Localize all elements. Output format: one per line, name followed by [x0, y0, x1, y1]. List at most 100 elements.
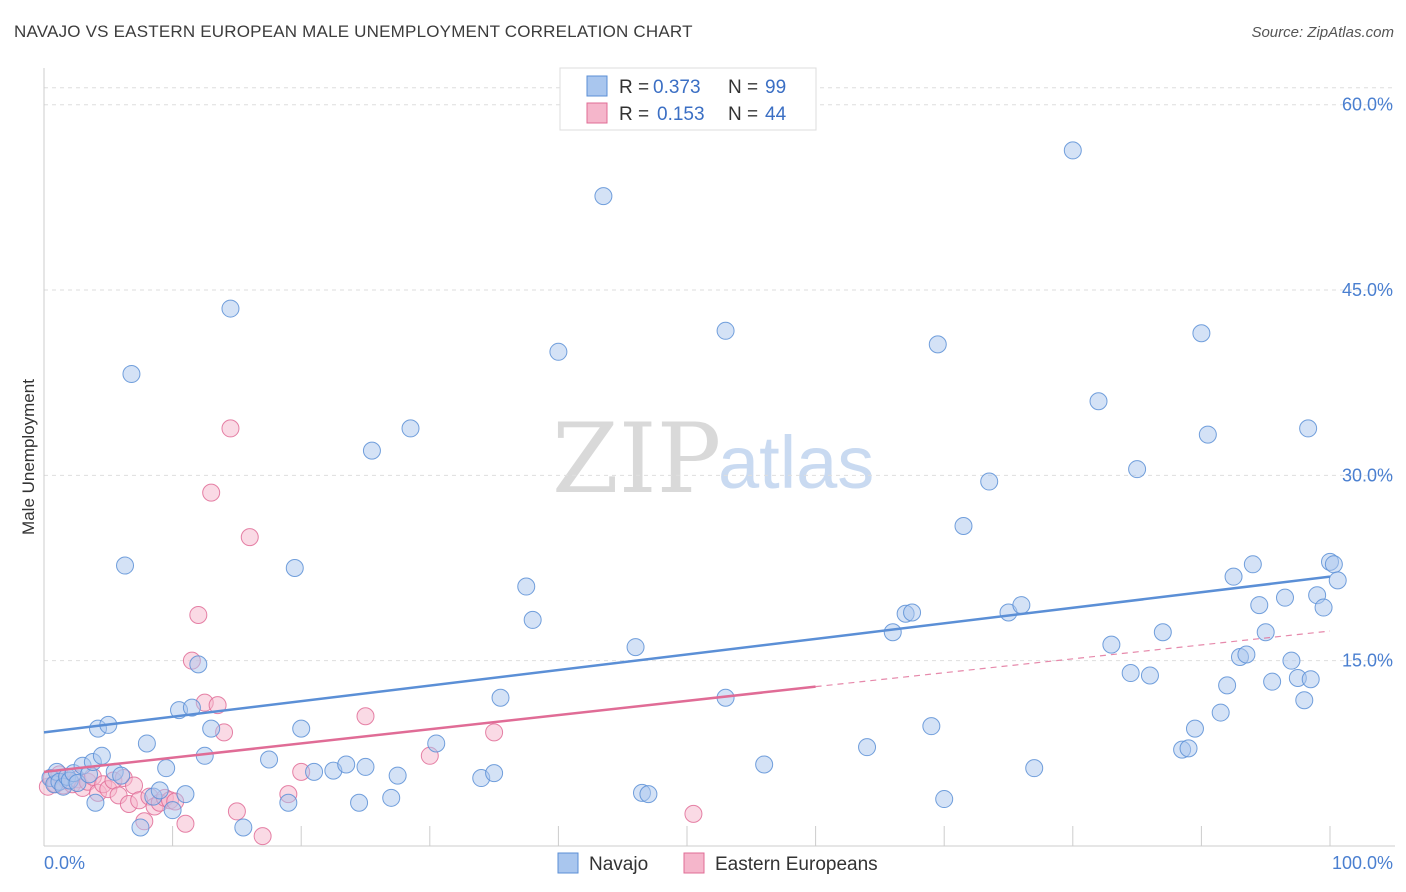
x-tick-labels: 0.0% 100.0%: [44, 853, 1393, 873]
legend-n-label-1: N =: [728, 104, 758, 125]
point-navajo-38: [305, 762, 324, 781]
y-axis-label: Male Unemployment: [19, 379, 38, 535]
point-navajo-92: [1256, 623, 1275, 642]
point-navajo-68: [954, 517, 973, 536]
legend-r-value-1: 0.153: [657, 104, 705, 125]
point-eastern-europeans-40: [356, 707, 375, 726]
point-navajo-21: [137, 734, 156, 753]
point-navajo-37: [292, 719, 311, 738]
data-points: [38, 141, 1347, 846]
point-navajo-104: [1299, 419, 1318, 438]
point-navajo-31: [202, 719, 221, 738]
point-navajo-60: [755, 755, 774, 774]
point-navajo-69: [980, 472, 999, 491]
source-credit: Source: ZipAtlas.com: [1251, 24, 1394, 41]
point-navajo-42: [356, 757, 375, 776]
y-tick-label-2: 45.0%: [1342, 280, 1393, 300]
point-navajo-84: [1198, 425, 1217, 444]
point-navajo-76: [1121, 664, 1140, 683]
point-navajo-61: [858, 738, 877, 757]
point-navajo-53: [549, 342, 568, 361]
point-navajo-43: [362, 441, 381, 460]
point-navajo-95: [1282, 651, 1301, 670]
point-navajo-19: [122, 365, 141, 384]
x-tick-label-1: 100.0%: [1332, 853, 1393, 873]
point-navajo-77: [1128, 460, 1147, 479]
grid: [44, 87, 1395, 662]
point-navajo-67: [935, 790, 954, 809]
point-navajo-78: [1140, 666, 1159, 685]
series-legend-swatch-navajo: [557, 852, 579, 874]
chart-title: NAVAJO VS EASTERN EUROPEAN MALE UNEMPLOY…: [14, 22, 693, 41]
point-navajo-62: [883, 623, 902, 642]
point-navajo-52: [523, 610, 542, 629]
point-navajo-23: [150, 781, 169, 800]
point-navajo-81: [1179, 739, 1198, 758]
point-eastern-europeans-43: [684, 804, 703, 823]
watermark-atlas: atlas: [718, 421, 874, 504]
point-eastern-europeans-36: [240, 528, 259, 547]
x-tick-label-0: 0.0%: [44, 853, 85, 873]
x-ticks: [172, 826, 1331, 846]
point-eastern-europeans-31: [202, 483, 221, 502]
point-navajo-47: [427, 734, 446, 753]
point-navajo-97: [1295, 691, 1314, 710]
point-navajo-49: [485, 764, 504, 783]
legend-r-label-1: R =: [619, 104, 649, 125]
legend-n-label-0: N =: [728, 77, 758, 98]
point-navajo-98: [1301, 670, 1320, 689]
trend-lines: [43, 575, 1331, 774]
point-eastern-europeans-34: [221, 419, 240, 438]
point-navajo-41: [350, 793, 369, 812]
point-navajo-35: [279, 793, 298, 812]
point-eastern-europeans-29: [189, 605, 208, 624]
point-navajo-72: [1025, 759, 1044, 778]
point-navajo-85: [1211, 703, 1230, 722]
point-navajo-29: [189, 655, 208, 674]
point-navajo-87: [1224, 567, 1243, 586]
y-tick-label-0: 15.0%: [1342, 651, 1393, 671]
point-navajo-45: [388, 766, 407, 785]
legend-r-label-0: R =: [619, 77, 649, 98]
point-navajo-40: [337, 755, 356, 774]
point-navajo-71: [1012, 596, 1031, 615]
point-navajo-93: [1263, 672, 1282, 691]
point-navajo-14: [92, 746, 111, 765]
point-navajo-55: [626, 638, 645, 657]
legend-n-value-0: 99: [765, 77, 786, 98]
point-navajo-89: [1237, 645, 1256, 664]
point-navajo-74: [1089, 392, 1108, 411]
point-navajo-64: [903, 603, 922, 622]
watermark: ZIP atlas: [552, 403, 874, 515]
point-navajo-51: [517, 577, 536, 596]
watermark-zip: ZIP: [552, 403, 721, 515]
axes: [43, 68, 1395, 847]
y-tick-label-3: 60.0%: [1342, 95, 1393, 115]
y-tick-labels: 15.0% 30.0% 45.0% 60.0%: [1342, 95, 1393, 671]
point-eastern-europeans-37: [253, 827, 272, 846]
point-navajo-34: [260, 750, 279, 769]
point-navajo-83: [1192, 324, 1211, 343]
point-navajo-24: [157, 759, 176, 778]
point-navajo-59: [716, 321, 735, 340]
series-legend-label-navajo: Navajo: [589, 854, 648, 875]
point-navajo-20: [131, 818, 150, 837]
point-navajo-57: [639, 785, 658, 804]
point-navajo-100: [1314, 598, 1333, 617]
point-navajo-50: [491, 688, 510, 707]
point-eastern-europeans-27: [176, 814, 195, 833]
point-navajo-91: [1250, 596, 1269, 615]
point-navajo-46: [401, 419, 420, 438]
point-navajo-86: [1218, 676, 1237, 695]
point-navajo-65: [922, 717, 941, 736]
legend-swatch-navajo: [586, 75, 608, 97]
legend: R = 0.373 N = 99 R = 0.153 N = 44: [559, 67, 817, 131]
point-navajo-103: [1328, 571, 1347, 590]
point-navajo-54: [594, 187, 613, 206]
series-legend-swatch-eastern-europeans: [683, 852, 705, 874]
legend-n-value-1: 44: [765, 104, 787, 125]
legend-swatch-eastern-europeans: [586, 102, 608, 124]
trend-line-extension-eastern-europeans: [815, 630, 1331, 688]
point-navajo-102: [1324, 555, 1343, 574]
